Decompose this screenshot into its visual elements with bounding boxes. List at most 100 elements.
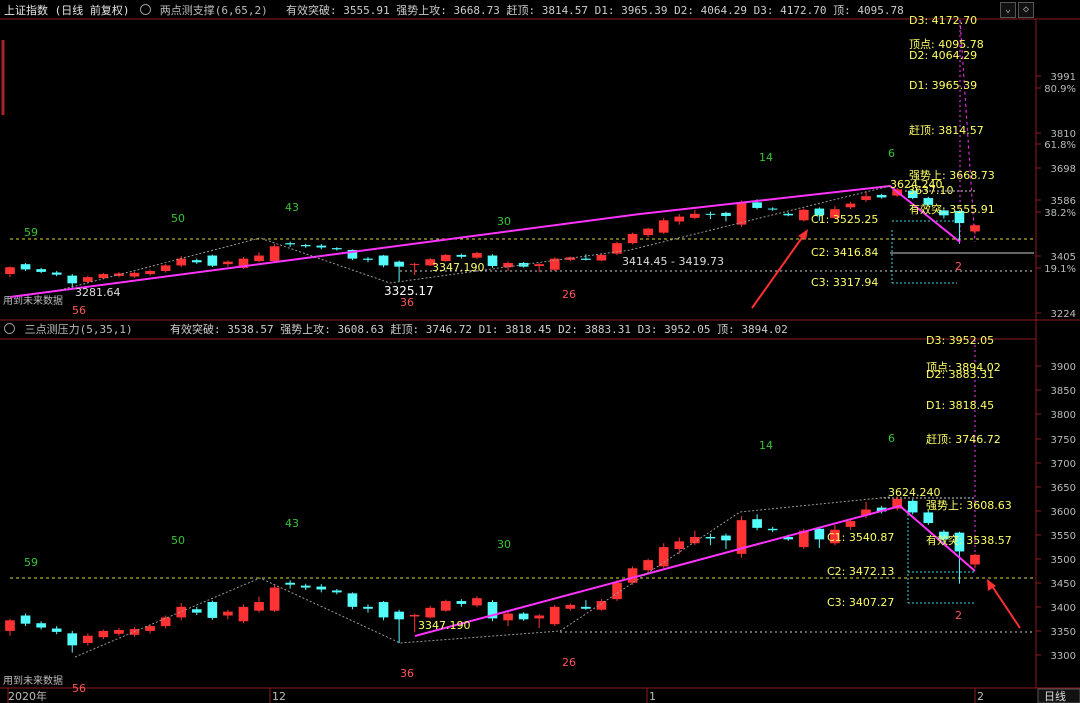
top-red-arrow <box>751 229 808 309</box>
candle-body <box>82 277 93 282</box>
candle <box>907 189 918 200</box>
candle-body <box>440 254 451 262</box>
chevron-down-icon[interactable]: ⌄ <box>1000 2 1016 18</box>
candle-body <box>238 258 249 268</box>
candle <box>658 543 669 569</box>
candle <box>67 274 78 288</box>
candle-body <box>534 615 545 619</box>
candle-body <box>316 586 327 590</box>
wave-number: 14 <box>759 439 773 452</box>
future-data-note: 用到未来数据 <box>3 676 63 687</box>
candle <box>721 211 731 222</box>
top-indicator-values: 有效突破: 3555.91 强势上攻: 3668.73 赶顶: 3814.57 … <box>286 4 904 17</box>
bottom-indicator-values: 有效突破: 3538.57 强势上攻: 3608.63 赶顶: 3746.72 … <box>170 323 788 336</box>
candle-body <box>503 262 513 268</box>
wave-number: 30 <box>497 538 511 551</box>
candle <box>658 217 669 234</box>
candle <box>82 633 93 646</box>
candle <box>549 604 560 627</box>
candle-body <box>503 613 513 621</box>
candle-body <box>612 582 622 600</box>
price-tick-label: 3700 <box>1051 459 1076 470</box>
security-title[interactable]: 上证指数 (日线 前复权) <box>4 4 130 17</box>
candle-body <box>767 208 778 210</box>
indicator-settings-icon[interactable] <box>140 4 152 15</box>
candle <box>643 558 653 574</box>
candle <box>752 514 762 531</box>
candle <box>332 589 342 595</box>
indicator-settings-icon[interactable] <box>4 323 15 334</box>
candle-body <box>440 601 451 611</box>
top-indicator-name[interactable]: 两点测支撑(6,65,2) <box>159 4 268 17</box>
candle <box>612 580 622 602</box>
candle <box>830 524 840 546</box>
target-label: D1: 3818.45 <box>926 399 994 412</box>
candle <box>814 526 825 549</box>
candle <box>363 257 373 263</box>
candle-body <box>690 213 700 218</box>
candle-body <box>114 629 124 634</box>
time-label-month: 1 <box>649 690 656 703</box>
candle-body <box>876 507 887 512</box>
candle-body <box>82 635 93 643</box>
candle-body <box>643 228 653 236</box>
top-candles <box>5 187 980 288</box>
candle-body <box>830 209 840 218</box>
candle-body <box>332 590 342 593</box>
candle-body <box>612 243 622 254</box>
candle <box>238 604 249 624</box>
bottom-trend-line <box>414 504 976 637</box>
candle <box>954 210 965 244</box>
candle-body <box>160 617 171 627</box>
target-label: D3: 3952.05 <box>926 334 994 347</box>
target-label: 顶点: 3894.02 <box>926 361 1001 374</box>
candle <box>36 267 46 274</box>
candle-body <box>907 190 918 199</box>
time-label-month: 2 <box>977 690 984 703</box>
candle <box>176 602 187 621</box>
target-label: 强势上: 3608.63 <box>926 499 1012 512</box>
candle-body <box>596 601 607 610</box>
expand-icon[interactable]: ◇ <box>1018 2 1034 18</box>
wave-number: 56 <box>72 682 86 695</box>
candle <box>269 244 280 263</box>
candle <box>425 257 436 267</box>
candle-body <box>285 243 295 245</box>
candle-body <box>861 509 871 516</box>
candle-body <box>378 602 389 618</box>
candle <box>627 566 638 585</box>
price-tick-label: 3550 <box>1051 531 1076 542</box>
candle <box>207 600 218 620</box>
candle-body <box>596 254 607 261</box>
bottom-indicator-name[interactable]: 三点测压力(5,35,1) <box>24 323 133 336</box>
candle <box>472 251 482 259</box>
bottom-candles <box>5 496 980 653</box>
wave-number: 26 <box>562 288 576 301</box>
candle <box>378 254 389 268</box>
target-label: D2: 3883.31 <box>926 368 994 381</box>
candle <box>923 510 934 525</box>
candle <box>51 626 62 635</box>
low-label: 3325.17 <box>384 284 434 298</box>
candle-body <box>876 194 887 198</box>
candle-body <box>145 626 155 631</box>
candle-body <box>347 593 358 607</box>
price-tick-label: 3900 <box>1051 362 1076 373</box>
wave-number: 56 <box>72 304 86 317</box>
bottom-price-axis: 3900 3850 3800 3750 3700 3650 3600 3550 3500 3450… <box>1036 362 1076 662</box>
candle <box>363 604 373 613</box>
wave-number: 50 <box>171 212 185 225</box>
low-label: 3347.190 <box>432 261 485 274</box>
candle-body <box>363 606 373 609</box>
candle <box>487 254 498 268</box>
candle-body <box>627 568 638 583</box>
candle <box>332 247 342 251</box>
wave-number: 50 <box>171 534 185 547</box>
candle-body <box>160 265 171 271</box>
price-tick-label: 3586 <box>1051 196 1076 207</box>
c1-label: C1: 3540.87 <box>827 531 894 544</box>
candle-body <box>845 521 856 527</box>
candle-body <box>456 254 467 257</box>
time-label-month: 12 <box>272 690 286 703</box>
